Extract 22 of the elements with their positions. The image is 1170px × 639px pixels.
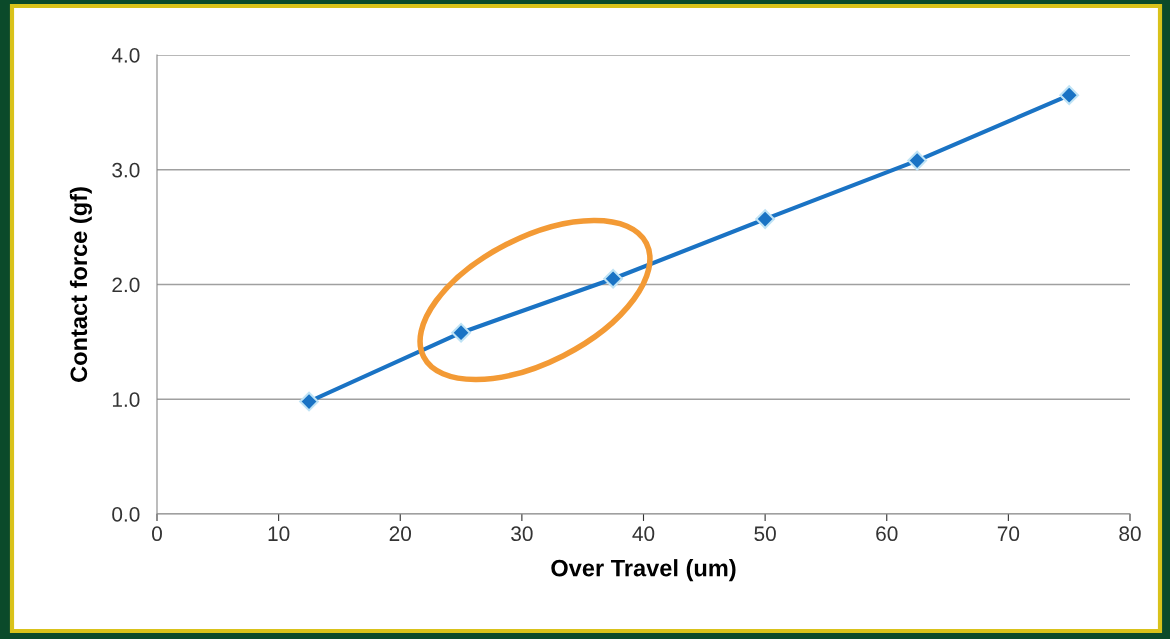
point bbox=[603, 268, 623, 289]
x-tick-label: 60 bbox=[876, 526, 898, 542]
y-tick-label: 4.0 bbox=[111, 48, 140, 63]
y-tick-label: 1.0 bbox=[112, 392, 140, 407]
x-tick-label: 80 bbox=[1119, 526, 1141, 542]
point bbox=[299, 391, 319, 412]
y-tick-label: 2.0 bbox=[112, 277, 140, 293]
point bbox=[451, 322, 471, 343]
x-tick-label: 50 bbox=[754, 526, 776, 542]
point bbox=[907, 150, 928, 171]
point bbox=[1059, 85, 1080, 106]
x-tick-label: 20 bbox=[389, 526, 412, 542]
y-axis-title: Contact force (gf) bbox=[69, 187, 92, 382]
x-axis-title: Over Travel (um) bbox=[551, 559, 736, 582]
y-tick-label: 0.0 bbox=[112, 507, 140, 522]
x-tick-label: 30 bbox=[511, 526, 533, 542]
point bbox=[755, 209, 775, 229]
x-tick-label: 70 bbox=[997, 526, 1020, 542]
x-tick-label: 10 bbox=[268, 526, 290, 542]
x-tick-label: 0 bbox=[152, 526, 162, 542]
x-tick-label: 40 bbox=[632, 526, 655, 542]
y-tick-label: 3.0 bbox=[112, 162, 140, 178]
